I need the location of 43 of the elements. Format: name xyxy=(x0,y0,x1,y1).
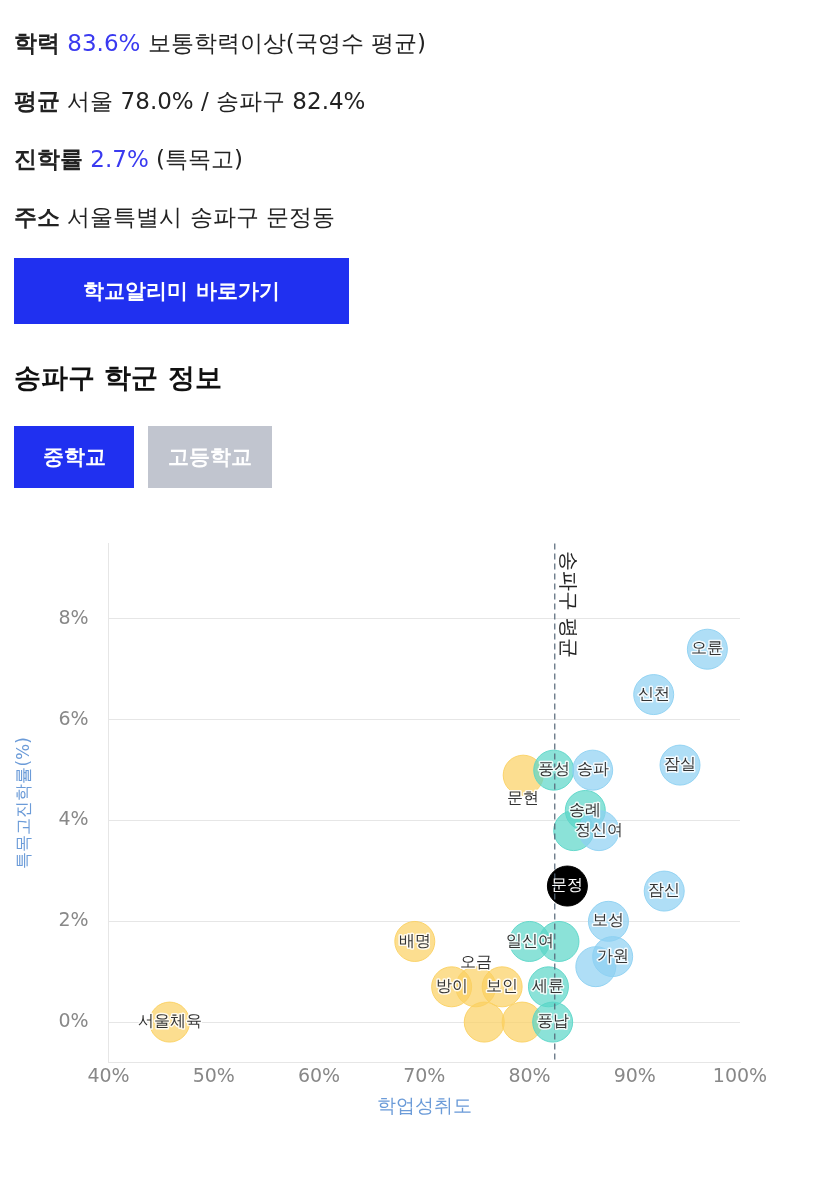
x-axis-title: 학업성취도 xyxy=(376,1093,472,1116)
text: 고등학교 xyxy=(148,426,272,488)
annotation: 신천 xyxy=(637,683,670,703)
annotation: 보인 xyxy=(486,975,519,995)
text: 진학률 2.7% (특목고) xyxy=(14,145,244,174)
x-tick-label: 90% xyxy=(613,1063,656,1086)
x-tick-label: 80% xyxy=(508,1063,551,1086)
annotation: 잠신 xyxy=(648,880,681,900)
text: 중학교 xyxy=(14,426,134,488)
annotation: 송례 xyxy=(569,799,602,819)
annotation: 문정 xyxy=(551,875,584,895)
annotation: 풍성 xyxy=(537,759,570,779)
x-tick-label: 60% xyxy=(297,1063,341,1086)
annotation: 서울체육 xyxy=(137,1011,202,1031)
annotation: 풍납 xyxy=(536,1011,569,1031)
x-tick-label: 50% xyxy=(192,1063,235,1086)
ref-line-label: 송파구 평균 xyxy=(556,551,581,658)
annotation: 송파 xyxy=(576,759,609,779)
annotation: 가원 xyxy=(596,945,629,965)
annotation: 배명 xyxy=(398,930,431,950)
text: 평균 서울 78.0% / 송파구 82.4% xyxy=(14,87,367,116)
annotation: 방이 xyxy=(435,975,468,995)
y-tick-label: 6% xyxy=(58,706,89,729)
point xyxy=(463,1001,505,1043)
chart-title: 송파구 학군 정보 xyxy=(14,361,223,395)
annotation: 잠실 xyxy=(664,754,697,774)
x-tick-label: 70% xyxy=(403,1063,446,1086)
text: 학력 83.6% 보통학력이상(국영수 평균) xyxy=(14,29,427,58)
annotation: 세륜 xyxy=(532,975,565,995)
annotation: 오금 xyxy=(459,951,492,971)
x-tick-label: 40% xyxy=(87,1063,130,1086)
annotation: 정신여 xyxy=(574,819,623,839)
annotation: 문현 xyxy=(507,788,540,808)
annotation: 보성 xyxy=(592,910,625,930)
y-tick-label: 2% xyxy=(58,908,89,931)
y-axis-title: 특목고진학률(%) xyxy=(12,737,33,869)
y-tick-label: 4% xyxy=(58,807,89,830)
text: 주소 서울특별시 송파구 문정동 xyxy=(14,203,336,232)
y-tick-label: 0% xyxy=(58,1009,89,1032)
x-tick-label: 100% xyxy=(712,1063,768,1086)
y-tick-label: 8% xyxy=(58,605,89,628)
annotation: 오륜 xyxy=(691,638,724,658)
text: 학교알리미 바로가기 xyxy=(14,258,349,324)
